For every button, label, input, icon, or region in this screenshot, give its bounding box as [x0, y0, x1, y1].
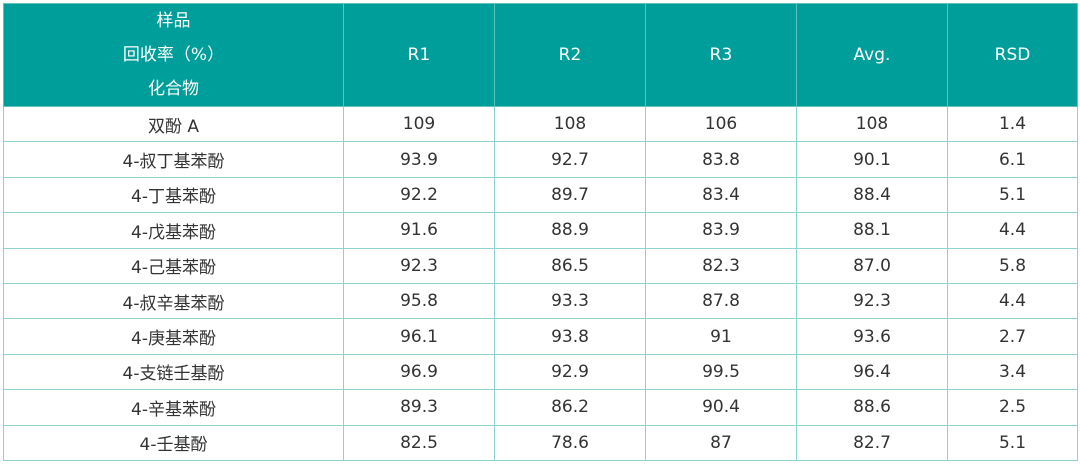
table-row: 4-壬基酚 82.5 78.6 87 82.7 5.1	[3, 424, 1078, 461]
compound-cell: 4-丁基苯酚	[3, 176, 344, 214]
value-cell: 87.0	[796, 247, 948, 284]
value-cell: 5.8	[947, 247, 1078, 284]
value-cell: 88.1	[796, 212, 948, 249]
value-cell: 91	[645, 318, 797, 355]
table-row: 4-己基苯酚 92.3 86.5 82.3 87.0 5.8	[3, 247, 1078, 284]
value-cell: 92.3	[796, 282, 948, 320]
value-cell: 83.9	[645, 212, 797, 249]
compound-cell: 4-戊基苯酚	[3, 212, 344, 249]
value-cell: 86.2	[494, 389, 646, 426]
column-header: R3	[645, 3, 797, 107]
value-cell: 93.8	[494, 318, 646, 355]
corner-label: 回收率（%）	[122, 45, 225, 65]
value-cell: 3.4	[947, 353, 1078, 391]
value-cell: 5.1	[947, 424, 1078, 461]
value-cell: 2.5	[947, 389, 1078, 426]
value-cell: 92.9	[494, 353, 646, 391]
value-cell: 88.6	[796, 389, 948, 426]
table-row: 4-辛基苯酚 89.3 86.2 90.4 88.6 2.5	[3, 389, 1078, 426]
table-row: 4-叔辛基苯酚 95.8 93.3 87.8 92.3 4.4	[3, 282, 1078, 320]
value-cell: 83.8	[645, 141, 797, 178]
corner-label: 样品	[156, 11, 191, 31]
table-row: 4-庚基苯酚 96.1 93.8 91 93.6 2.7	[3, 318, 1078, 355]
value-cell: 91.6	[343, 212, 495, 249]
compound-cell: 4-庚基苯酚	[3, 318, 344, 355]
value-cell: 95.8	[343, 282, 495, 320]
value-cell: 2.7	[947, 318, 1078, 355]
header-row: 样品回收率（%） 化合物 R1 R2 R3 Avg. RSD	[3, 3, 1078, 107]
value-cell: 92.7	[494, 141, 646, 178]
value-cell: 96.1	[343, 318, 495, 355]
column-header: R1	[343, 3, 495, 107]
table-row: 4-叔丁基苯酚 93.9 92.7 83.8 90.1 6.1	[3, 141, 1078, 178]
value-cell: 92.3	[343, 247, 495, 284]
value-cell: 108	[796, 105, 948, 143]
value-cell: 4.4	[947, 212, 1078, 249]
value-cell: 92.2	[343, 176, 495, 214]
value-cell: 90.1	[796, 141, 948, 178]
value-cell: 89.3	[343, 389, 495, 426]
value-cell: 90.4	[645, 389, 797, 426]
column-header: RSD	[947, 3, 1078, 107]
table-row: 4-支链壬基酚 96.9 92.9 99.5 96.4 3.4	[3, 353, 1078, 391]
value-cell: 87.8	[645, 282, 797, 320]
table-row: 4-戊基苯酚 91.6 88.9 83.9 88.1 4.4	[3, 212, 1078, 249]
value-cell: 83.4	[645, 176, 797, 214]
table-header: 样品回收率（%） 化合物 R1 R2 R3 Avg. RSD	[3, 3, 1078, 107]
corner-cell: 样品回收率（%） 化合物	[3, 3, 344, 107]
value-cell: 78.6	[494, 424, 646, 461]
compound-cell: 4-支链壬基酚	[3, 353, 344, 391]
compound-cell: 4-叔丁基苯酚	[3, 141, 344, 178]
value-cell: 1.4	[947, 105, 1078, 143]
recovery-table: 样品 回收率（%） 化合物 R1 R2 R3 Avg. RSD 双酚 A 109 108 106 10…	[3, 3, 1078, 461]
compound-cell: 4-辛基苯酚	[3, 389, 344, 426]
compound-cell: 4-己基苯酚	[3, 247, 344, 284]
table-body: 双酚 A 109 108 106 108 1.4 4-叔丁基苯酚 93.9 92.7 83.8 90…	[3, 105, 1078, 461]
value-cell: 109	[343, 105, 495, 143]
value-cell: 93.3	[494, 282, 646, 320]
value-cell: 106	[645, 105, 797, 143]
value-cell: 5.1	[947, 176, 1078, 214]
value-cell: 96.4	[796, 353, 948, 391]
value-cell: 99.5	[645, 353, 797, 391]
column-header: R2	[494, 3, 646, 107]
value-cell: 108	[494, 105, 646, 143]
value-cell: 82.7	[796, 424, 948, 461]
value-cell: 82.5	[343, 424, 495, 461]
compound-cell: 双酚 A	[3, 105, 344, 143]
value-cell: 96.9	[343, 353, 495, 391]
value-cell: 88.4	[796, 176, 948, 214]
compound-cell: 4-壬基酚	[3, 424, 344, 461]
table-row: 双酚 A 109 108 106 108 1.4	[3, 105, 1078, 143]
value-cell: 93.6	[796, 318, 948, 355]
value-cell: 93.9	[343, 141, 495, 178]
value-cell: 89.7	[494, 176, 646, 214]
value-cell: 88.9	[494, 212, 646, 249]
compound-cell: 4-叔辛基苯酚	[3, 282, 344, 320]
table-row: 4-丁基苯酚 92.2 89.7 83.4 88.4 5.1	[3, 176, 1078, 214]
value-cell: 4.4	[947, 282, 1078, 320]
value-cell: 87	[645, 424, 797, 461]
value-cell: 82.3	[645, 247, 797, 284]
value-cell: 86.5	[494, 247, 646, 284]
column-header: Avg.	[796, 3, 948, 107]
value-cell: 6.1	[947, 141, 1078, 178]
corner-label: 化合物	[148, 79, 199, 99]
